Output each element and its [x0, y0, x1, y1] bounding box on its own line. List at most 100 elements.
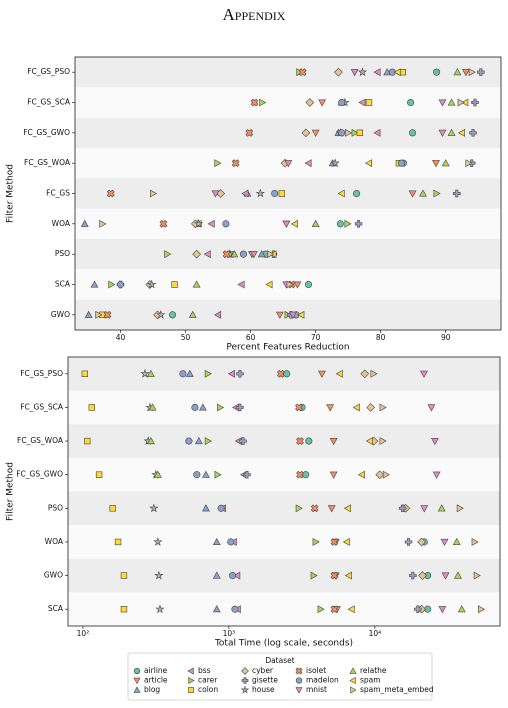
- y-tick-label: SCA: [48, 604, 64, 613]
- data-point: [231, 159, 240, 168]
- data-point: [237, 280, 245, 289]
- data-point: [236, 403, 244, 412]
- data-point: [236, 370, 244, 378]
- data-point: [441, 572, 450, 580]
- data-point: [336, 220, 344, 228]
- data-point: [149, 503, 159, 513]
- data-point: [343, 504, 351, 513]
- data-point: [398, 504, 407, 513]
- legend-label: isolet: [306, 666, 326, 675]
- row-band: [68, 424, 500, 458]
- data-point: [283, 370, 291, 378]
- data-point: [447, 128, 456, 136]
- data-point: [239, 437, 247, 445]
- data-point: [327, 505, 336, 513]
- data-point: [473, 571, 481, 580]
- data-point: [418, 571, 427, 580]
- data-point: [84, 310, 93, 318]
- data-point: [370, 369, 378, 378]
- x-tick-label: 10³: [223, 629, 236, 638]
- data-point: [155, 604, 165, 614]
- data-point: [338, 129, 346, 137]
- y-tick-label: WOA: [45, 537, 64, 546]
- legend-title: Dataset: [265, 656, 294, 665]
- legend-box: [127, 652, 433, 701]
- y-tick-label: PSO: [48, 503, 63, 512]
- data-point: [465, 159, 473, 168]
- data-point: [304, 280, 313, 289]
- data-point: [204, 437, 212, 445]
- legend-label: spam_meta_embed: [360, 685, 434, 694]
- data-point: [185, 369, 194, 377]
- data-point: [375, 470, 385, 480]
- data-point: [277, 369, 285, 378]
- data-point: [192, 280, 201, 288]
- data-point: [357, 67, 368, 77]
- row-band: [68, 592, 500, 626]
- data-point: [408, 190, 417, 198]
- data-point: [373, 128, 381, 137]
- data-point: [212, 605, 221, 613]
- legend-label: cyber: [252, 666, 274, 675]
- data-point: [438, 99, 447, 107]
- data-point: [440, 538, 449, 546]
- data-point: [356, 129, 364, 137]
- row-band: [75, 57, 501, 88]
- data-point: [147, 279, 157, 289]
- data-point: [461, 98, 469, 107]
- data-point: [457, 605, 466, 613]
- legend-marker: [133, 686, 141, 693]
- data-point: [193, 471, 201, 479]
- data-point: [88, 404, 95, 411]
- data-point: [305, 437, 313, 445]
- y-tick-label: FC_GS: [46, 189, 70, 198]
- data-point: [350, 69, 359, 77]
- legend-marker: [187, 667, 194, 675]
- data-point: [211, 190, 220, 198]
- data-point: [335, 369, 343, 378]
- data-point: [438, 129, 447, 137]
- data-point: [342, 538, 350, 546]
- row-band: [75, 239, 501, 270]
- legend-marker: [240, 685, 250, 694]
- data-point: [185, 437, 193, 445]
- y-tick-label: FC_GS_GWO: [16, 470, 63, 479]
- data-point: [379, 437, 387, 445]
- x-tick-label: 80: [376, 333, 386, 342]
- y-axis-label: Filter Method: [6, 164, 16, 223]
- data-point: [95, 471, 103, 478]
- data-point: [202, 470, 210, 478]
- y-tick-label: GWO: [44, 571, 63, 580]
- data-point: [310, 504, 319, 513]
- data-point: [297, 310, 305, 319]
- legend-marker: [295, 667, 303, 675]
- legend-label: mnist: [306, 685, 327, 694]
- x-tick-label: 70: [311, 333, 321, 342]
- data-point: [353, 189, 361, 198]
- data-point: [310, 571, 318, 580]
- data-point: [188, 310, 197, 318]
- legend-marker: [188, 687, 194, 693]
- y-tick-label: FC_GS_GWO: [23, 128, 70, 137]
- data-point: [409, 129, 417, 137]
- data-point: [212, 571, 221, 579]
- data-point: [290, 219, 298, 228]
- legend-marker: [349, 667, 357, 674]
- data-point: [471, 538, 479, 546]
- data-point: [203, 250, 211, 259]
- data-point: [364, 159, 372, 168]
- data-point: [195, 437, 203, 445]
- data-point: [399, 68, 406, 76]
- data-point: [164, 250, 172, 259]
- plot-frame: [74, 56, 502, 331]
- y-tick-label: SCA: [55, 280, 71, 289]
- x-tick-label: 10²: [77, 629, 90, 638]
- data-point: [379, 403, 387, 412]
- data-point: [409, 571, 417, 580]
- data-point: [452, 537, 461, 545]
- row-band: [68, 457, 500, 492]
- data-point: [84, 437, 91, 445]
- data-point: [457, 98, 465, 107]
- data-point: [229, 572, 237, 580]
- data-point: [447, 98, 456, 106]
